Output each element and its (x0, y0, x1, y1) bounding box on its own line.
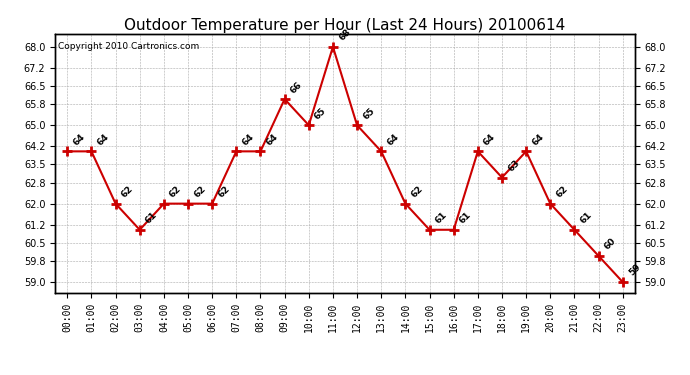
Text: 64: 64 (531, 132, 546, 147)
Text: 64: 64 (96, 132, 111, 147)
Text: 66: 66 (289, 80, 304, 95)
Title: Outdoor Temperature per Hour (Last 24 Hours) 20100614: Outdoor Temperature per Hour (Last 24 Ho… (124, 18, 566, 33)
Text: 63: 63 (506, 158, 522, 173)
Text: 62: 62 (555, 184, 570, 200)
Text: 59: 59 (627, 262, 642, 278)
Text: 60: 60 (603, 237, 618, 252)
Text: 64: 64 (72, 132, 87, 147)
Text: 62: 62 (168, 184, 184, 200)
Text: Copyright 2010 Cartronics.com: Copyright 2010 Cartronics.com (58, 42, 199, 51)
Text: 65: 65 (313, 106, 328, 121)
Text: 64: 64 (482, 132, 497, 147)
Text: 62: 62 (217, 184, 232, 200)
Text: 62: 62 (120, 184, 135, 200)
Text: 64: 64 (265, 132, 280, 147)
Text: 65: 65 (362, 106, 377, 121)
Text: 61: 61 (458, 210, 473, 226)
Text: 62: 62 (193, 184, 208, 200)
Text: 64: 64 (386, 132, 401, 147)
Text: 61: 61 (144, 210, 159, 226)
Text: 62: 62 (410, 184, 425, 200)
Text: 61: 61 (579, 210, 594, 226)
Text: 68: 68 (337, 27, 353, 43)
Text: 61: 61 (434, 210, 449, 226)
Text: 64: 64 (241, 132, 256, 147)
